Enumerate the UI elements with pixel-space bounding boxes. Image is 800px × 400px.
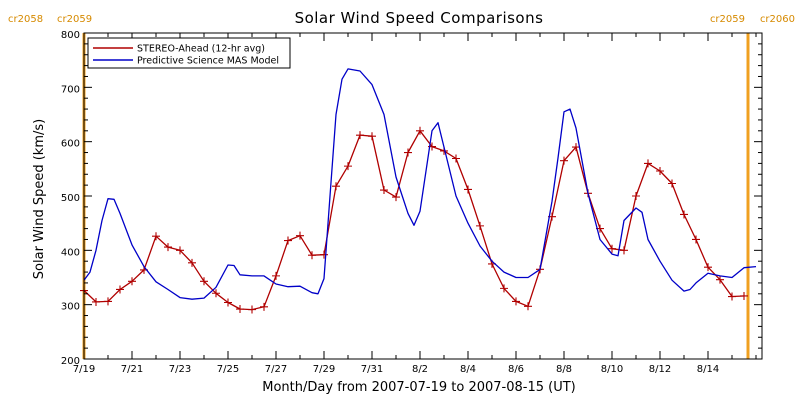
- data-point: [344, 162, 352, 171]
- data-point: [476, 221, 484, 230]
- y-tick-label: 400: [61, 247, 80, 258]
- legend-box: [87, 37, 291, 69]
- data-point: [692, 235, 700, 244]
- data-point: [608, 244, 616, 253]
- data-point: [164, 243, 172, 252]
- cr-label-after: cr2059: [57, 14, 92, 25]
- data-point: [668, 179, 676, 188]
- data-point: [128, 277, 136, 286]
- y-tick-label: 300: [61, 302, 80, 313]
- data-point: [560, 156, 568, 165]
- data-point: [320, 250, 328, 259]
- data-point: [332, 182, 340, 191]
- series-line-0: [83, 130, 745, 311]
- x-tick-label: 7/27: [265, 364, 287, 375]
- data-point: [392, 193, 400, 202]
- data-point: [104, 297, 112, 306]
- x-tick-label: 8/6: [508, 364, 524, 375]
- data-point: [212, 289, 220, 298]
- x-tick-label: 7/23: [169, 364, 191, 375]
- data-point: [416, 126, 424, 135]
- data-point: [116, 285, 124, 294]
- data-point: [716, 275, 724, 284]
- data-point: [656, 167, 664, 176]
- x-axis: 7/19 7/21 7/23 7/25 7/27 7/29 7/31 8/2 8/4 8/6 8/8…: [73, 33, 757, 375]
- legend-label-1: Predictive Science MAS Model: [137, 56, 279, 67]
- data-point: [272, 271, 280, 280]
- x-tick-label: 8/2: [412, 364, 428, 375]
- data-point: [188, 258, 196, 267]
- data-point: [452, 154, 460, 163]
- y-tick-label: 500: [61, 193, 80, 204]
- y-tick-label: 700: [61, 84, 80, 95]
- data-point: [176, 246, 184, 255]
- data-point: [704, 263, 712, 272]
- plot-frame: [83, 32, 763, 360]
- y-axis-title: Solar Wind Speed (km/s): [32, 119, 47, 279]
- data-point: [236, 305, 244, 314]
- y-tick-label: 600: [61, 139, 80, 150]
- data-point: [284, 236, 292, 245]
- data-point: [644, 159, 652, 168]
- data-point: [260, 302, 268, 311]
- data-point: [680, 210, 688, 219]
- series-layer: [80, 68, 757, 314]
- chart-title: Solar Wind Speed Comparisons: [295, 9, 544, 27]
- data-point: [92, 297, 100, 306]
- y-axis: 200 300 400 500 600 700 800: [61, 30, 762, 367]
- data-point: [356, 131, 364, 140]
- cr-label-before: cr2058: [8, 14, 43, 25]
- y-tick-label: 800: [61, 30, 80, 41]
- legend: STEREO-Ahead (12-hr avg)Predictive Scien…: [87, 37, 291, 69]
- cr-label-after: cr2060: [760, 14, 795, 25]
- x-tick-label: 8/14: [697, 364, 719, 375]
- data-point: [404, 148, 412, 157]
- x-tick-label: 8/8: [556, 364, 572, 375]
- data-point: [248, 305, 256, 314]
- series-line-1: [83, 68, 757, 300]
- data-point: [572, 143, 580, 152]
- x-tick-label: 7/31: [361, 364, 383, 375]
- data-point: [464, 185, 472, 194]
- legend-label-0: STEREO-Ahead (12-hr avg): [137, 44, 265, 55]
- data-point: [740, 291, 748, 300]
- cr-label-before: cr2059: [710, 14, 745, 25]
- y-tick-label: 200: [61, 356, 80, 367]
- x-tick-label: 8/12: [649, 364, 671, 375]
- data-point: [512, 297, 520, 306]
- data-point: [308, 251, 316, 260]
- data-point: [380, 186, 388, 195]
- x-tick-label: 7/29: [313, 364, 335, 375]
- x-tick-label: 8/4: [460, 364, 476, 375]
- data-point: [296, 231, 304, 240]
- data-point: [620, 246, 628, 255]
- x-tick-label: 7/21: [121, 364, 143, 375]
- data-point: [152, 232, 160, 241]
- x-tick-label: 7/19: [73, 364, 95, 375]
- data-point: [368, 132, 376, 141]
- data-point: [728, 292, 736, 301]
- data-point: [200, 277, 208, 286]
- data-point: [500, 284, 508, 293]
- x-tick-label: 7/25: [217, 364, 239, 375]
- data-point: [632, 192, 640, 200]
- x-axis-title: Month/Day from 2007-07-19 to 2007-08-15 …: [262, 380, 575, 395]
- data-point: [524, 302, 532, 311]
- data-point: [224, 298, 232, 307]
- x-tick-label: 8/10: [601, 364, 623, 375]
